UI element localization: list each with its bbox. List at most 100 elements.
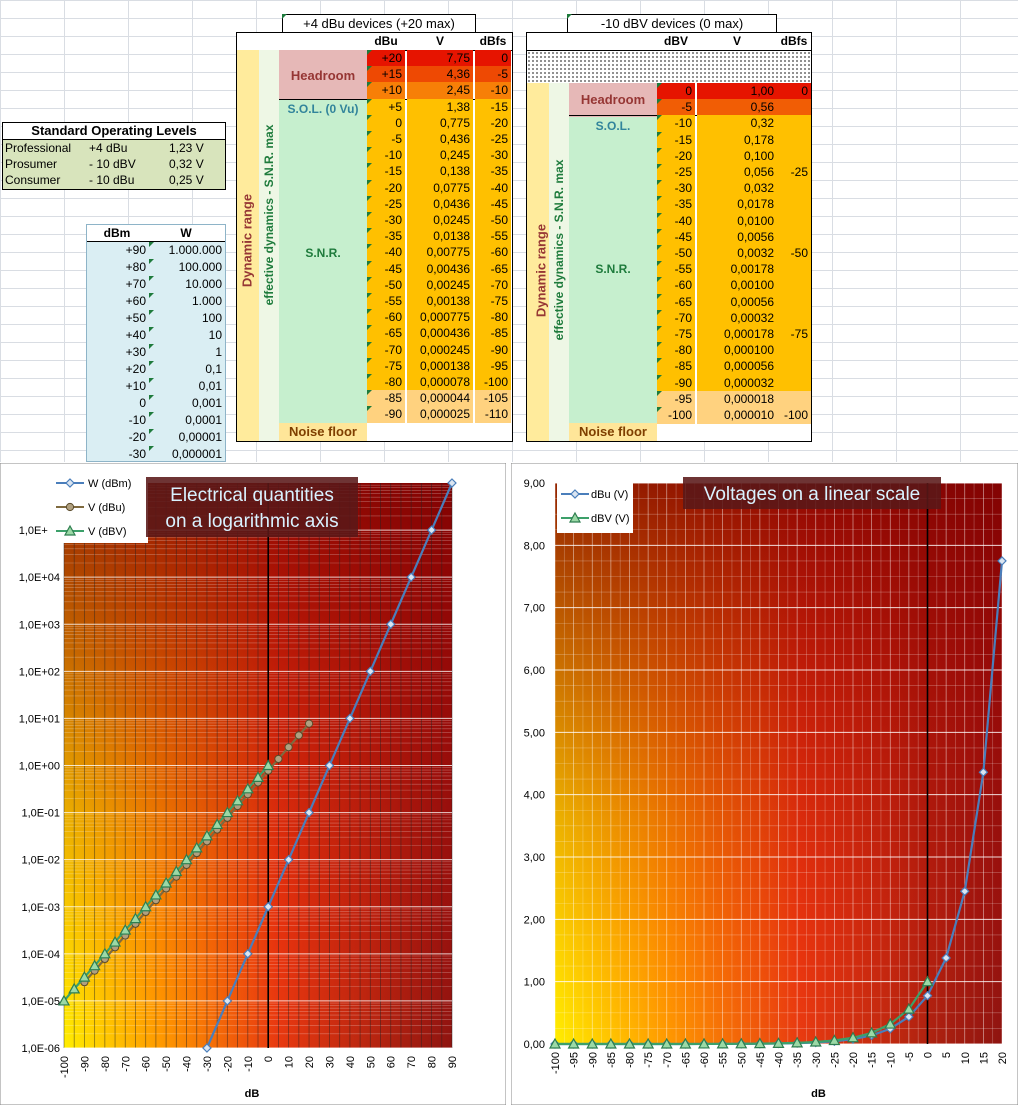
data-point (586, 1037, 599, 1049)
x-tick-label: -95 (569, 1052, 581, 1068)
legend-marker (568, 511, 582, 523)
data-point (68, 982, 81, 994)
dbfs-value: -65 (475, 260, 511, 278)
data-point (753, 1037, 766, 1049)
cell-marker (367, 147, 372, 153)
x-tick-label: 20 (997, 1052, 1009, 1064)
data-point (716, 1037, 729, 1049)
dynamic-range-band (237, 50, 259, 441)
volt-value: 0,0178 (697, 196, 777, 214)
y-tick-label: 3,00 (524, 852, 545, 864)
volt-value: 0,032 (697, 180, 777, 198)
x-tick-label: 0 (923, 1052, 935, 1058)
dbu-value: -55 (367, 293, 405, 310)
x-tick-label: -50 (736, 1052, 748, 1068)
dbfs-value (777, 358, 811, 376)
volt-value: 0,00245 (407, 276, 473, 294)
dbu-value: +5 (367, 98, 405, 116)
dynamic-range-label: Dynamic range (239, 193, 255, 288)
data-point (791, 1036, 804, 1048)
sol-row-level: +4 dBu (89, 141, 128, 155)
x-tick-label: -40 (182, 1056, 194, 1072)
x-tick-label: 20 (304, 1056, 316, 1068)
data-point (567, 1037, 580, 1049)
dbfs-value: -105 (475, 390, 511, 408)
cell-marker (657, 374, 662, 380)
dbm-value: 0 (139, 396, 146, 410)
data-point (304, 719, 314, 728)
data-point (180, 853, 193, 865)
data-point (345, 713, 355, 724)
data-point (294, 731, 303, 740)
data-point (642, 1037, 655, 1049)
dbm-value: +90 (125, 243, 146, 257)
dbu-col-header: dBu (374, 34, 398, 48)
x-tick-label: -45 (755, 1052, 767, 1068)
dbu-value: -90 (367, 406, 405, 424)
data-point (697, 1037, 711, 1049)
dbv-value: -75 (657, 326, 695, 343)
watt-value: 0,1 (205, 362, 222, 376)
volt-value: 0,0032 (697, 245, 777, 262)
x-tick-label: -70 (662, 1052, 674, 1068)
volt-value: 0,100 (697, 147, 777, 165)
x-tick-label: -25 (829, 1052, 841, 1068)
x-tick-label: -15 (867, 1052, 879, 1068)
dbv-value: -25 (657, 164, 695, 181)
dbfs-value: -20 (475, 114, 511, 132)
volt-value: 0,0100 (697, 212, 777, 230)
volt-value: 0,0056 (697, 228, 777, 246)
x-tick-label: -5 (904, 1052, 916, 1062)
dbm-value: +50 (125, 311, 146, 325)
noise-floor-band (569, 423, 657, 441)
dbv-value: -45 (657, 228, 695, 246)
dbu-value: -60 (367, 309, 405, 327)
noise-floor-band (279, 423, 367, 441)
dynamic-range-band (527, 83, 549, 441)
data-point (846, 1031, 860, 1043)
x-tick-label: 30 (324, 1056, 336, 1068)
cell-marker (657, 358, 662, 364)
dbu-value: -25 (367, 195, 405, 213)
y-tick-label: 8,00 (524, 540, 545, 552)
dbm-header: dBm (87, 225, 147, 242)
dbfs-value: -110 (475, 406, 511, 424)
dbfs-value (777, 196, 811, 214)
volt-value: 0,000775 (407, 309, 473, 327)
sol-row-name: Consumer (5, 173, 61, 187)
watt-value: 1 (215, 345, 222, 359)
data-point (222, 996, 233, 1006)
cell-marker (657, 99, 662, 105)
data-point (263, 901, 274, 912)
data-point (211, 818, 224, 830)
x-tick-label: -100 (59, 1056, 71, 1078)
data-point (997, 556, 1007, 566)
dbu-value: +10 (367, 82, 405, 100)
cell-marker (149, 327, 154, 332)
dbv-value: -80 (657, 342, 695, 360)
y-tick-label: 1,0E-06 (21, 1043, 60, 1055)
cell-marker (367, 357, 372, 363)
x-tick-label: -90 (79, 1056, 91, 1072)
volt-value: 0,00100 (697, 277, 777, 295)
x-tick-label: -20 (848, 1052, 860, 1068)
snr-label: S.N.R. (595, 262, 631, 276)
dbv-col-header: dBV (664, 34, 688, 48)
legend-marker (63, 524, 77, 536)
dbm-value: +30 (125, 345, 146, 359)
dbv-value: -35 (657, 196, 695, 214)
watt-value: 100.000 (178, 260, 222, 274)
legend-label: V (dBV) (88, 526, 127, 538)
y-tick-label: 1,0E-02 (21, 855, 60, 867)
dbv-value: -95 (657, 390, 695, 408)
volt-value: 0,000056 (697, 358, 777, 376)
sol-row-name: Professional (5, 141, 72, 155)
x-tick-label: -55 (718, 1052, 730, 1068)
data-point (978, 767, 989, 778)
dbfs-value: -30 (475, 147, 511, 165)
y-tick-label: 4,00 (524, 790, 545, 802)
dbu-value: +15 (367, 66, 405, 84)
cell-marker (367, 325, 372, 331)
y-tick-label: 9,00 (524, 478, 545, 490)
data-point (385, 619, 396, 630)
